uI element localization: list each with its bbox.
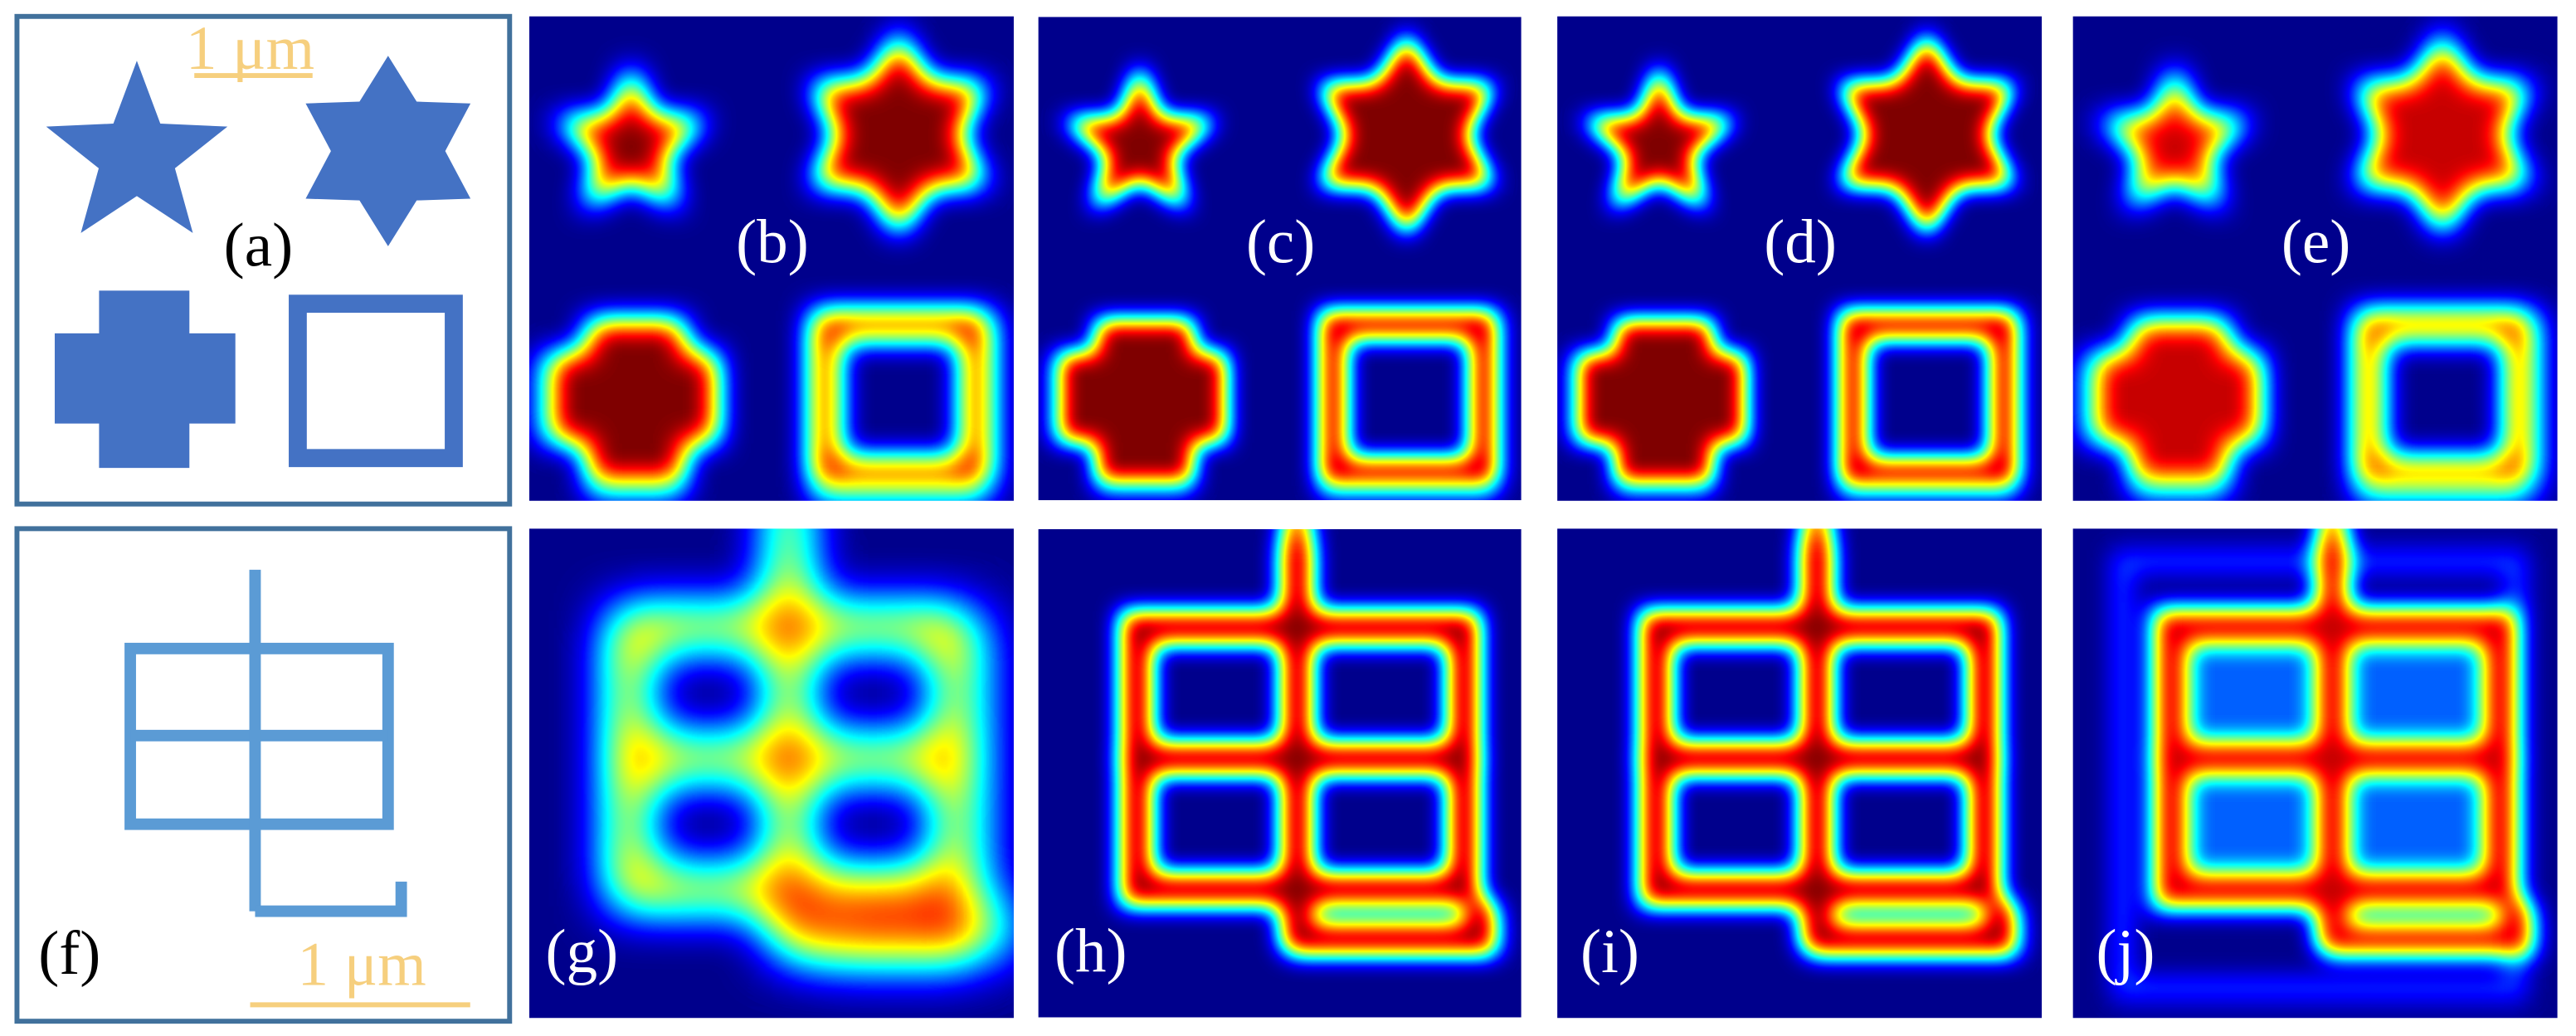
panel-label: (c): [1246, 208, 1315, 277]
panel-j: (j): [2072, 528, 2558, 1019]
scale-bar-label: 1 μm: [298, 931, 426, 1000]
panel-e: (e): [2072, 16, 2558, 501]
panel-b: (b): [529, 16, 1014, 501]
panel-f: 1 μm (f): [14, 526, 513, 1024]
pattern-shape: [124, 569, 407, 917]
square-ring-shape: [289, 294, 463, 468]
star-shape: [46, 61, 228, 233]
hexagram-shape: [305, 56, 471, 246]
panel-a: 1 μm (a): [14, 13, 513, 507]
panel-label: (a): [224, 212, 293, 280]
panel-frame: [14, 526, 513, 1024]
panel-label: (d): [1764, 208, 1837, 277]
panel-c: (c): [1038, 17, 1522, 500]
panel-label: (g): [546, 917, 619, 986]
panel-h: (h): [1038, 529, 1522, 1018]
panel-label: (i): [1580, 917, 1639, 986]
scale-bar-label: 1 μm: [186, 14, 314, 83]
panel-i: (i): [1557, 528, 2043, 1019]
cross-shape: [54, 290, 236, 469]
panel-label: (b): [736, 208, 809, 277]
panel-label: (f): [38, 919, 100, 988]
panel-d: (d): [1557, 16, 2043, 501]
panel-label: (h): [1054, 917, 1127, 985]
panel-label: (e): [2281, 208, 2350, 277]
panel-g: (g): [529, 528, 1014, 1019]
panel-label: (j): [2096, 917, 2155, 986]
